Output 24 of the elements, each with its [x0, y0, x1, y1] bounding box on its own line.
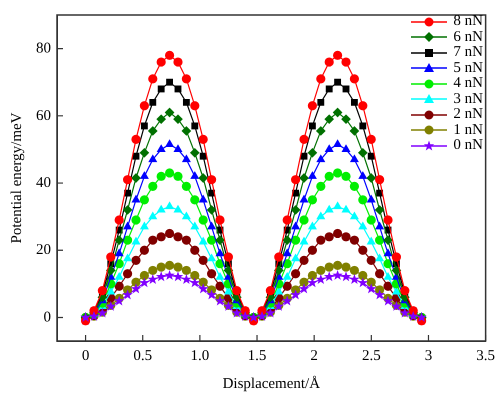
y-tick-label: 80: [36, 40, 51, 57]
legend-label: 8 nN: [453, 13, 483, 30]
legend-label: 3 nN: [453, 90, 483, 107]
legend-label: 2 nN: [453, 106, 483, 122]
y-tick-label: 20: [36, 242, 51, 258]
x-tick-label: 3: [424, 348, 432, 364]
x-tick-label: 2.5: [362, 348, 381, 364]
x-tick-label: 1.5: [248, 348, 266, 364]
x-axis-title: Displacement/Å: [222, 374, 320, 392]
legend-label: 4 nN: [453, 75, 483, 92]
y-axis-title: Potential energy/meV: [8, 112, 25, 244]
legend-label: 0 nN: [453, 137, 483, 154]
legend-label: 1 nN: [453, 122, 483, 138]
legend-label: 6 nN: [453, 28, 483, 45]
y-tick-label: 0: [44, 309, 51, 326]
x-tick-label: 0.5: [133, 348, 152, 364]
y-tick-label: 60: [36, 108, 51, 124]
x-tick-label: 1.0: [190, 348, 210, 364]
legend-label: 5 nN: [453, 60, 483, 76]
x-tick-label: 0: [82, 348, 90, 364]
y-tick-label: 40: [36, 174, 51, 191]
x-tick-label: 3.5: [476, 348, 495, 364]
x-tick-label: 2: [310, 348, 318, 364]
legend-label: 7 nN: [453, 44, 483, 60]
